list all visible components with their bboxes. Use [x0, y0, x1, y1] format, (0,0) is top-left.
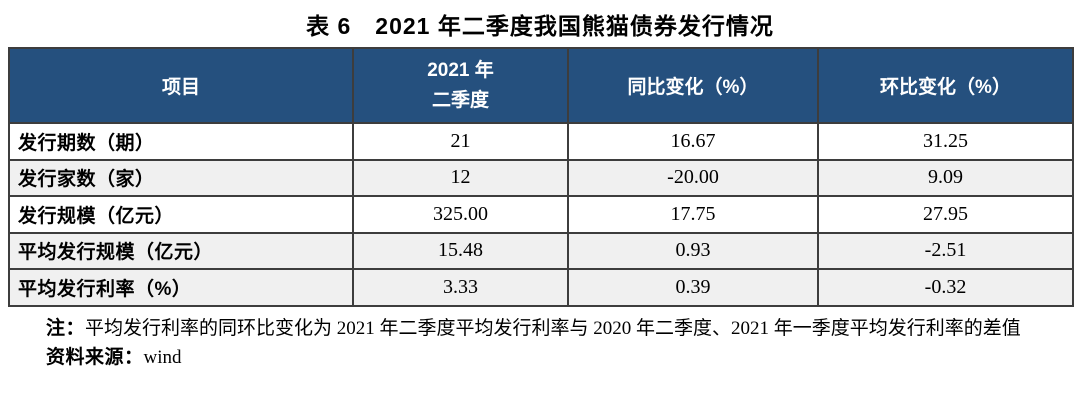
- header-item: 项目: [8, 47, 354, 124]
- source-label: 资料来源：: [46, 346, 144, 368]
- row-value: 325.00: [352, 195, 569, 234]
- table-title: 表 6 2021 年二季度我国熊猫债券发行情况: [306, 13, 774, 39]
- row-label: 平均发行规模（亿元）: [8, 231, 354, 270]
- row-value: 0.93: [567, 231, 819, 270]
- note-label: 注：: [46, 317, 86, 339]
- header-2021-q2-line1: 2021 年: [427, 60, 494, 82]
- source-text: wind: [143, 346, 182, 368]
- row-value: 3.33: [352, 268, 569, 307]
- row-value: 15.48: [352, 231, 569, 270]
- row-value: 0.39: [567, 268, 819, 307]
- note-text: 平均发行利率的同环比变化为 2021 年二季度平均发行利率与 2020 年二季度…: [85, 317, 1021, 339]
- table-row: 发行期数（期） 21 16.67 31.25: [8, 122, 1074, 161]
- report-page: 表 6 2021 年二季度我国熊猫债券发行情况 项目 2021 年 二季度 同比…: [0, 7, 1080, 406]
- header-qoq-change: 环比变化（%）: [817, 47, 1074, 124]
- row-value: 27.95: [817, 195, 1074, 234]
- row-label: 发行期数（期）: [8, 122, 354, 161]
- table-row: 发行家数（家） 12 -20.00 9.09: [8, 158, 1074, 197]
- row-value: -2.51: [817, 231, 1074, 270]
- table-row: 发行规模（亿元） 325.00 17.75 27.95: [8, 195, 1074, 234]
- table-row: 平均发行利率（%） 3.33 0.39 -0.32: [8, 268, 1074, 307]
- row-value: -0.32: [817, 268, 1074, 307]
- panda-bond-table: 项目 2021 年 二季度 同比变化（%） 环比变化（%） 发行期数（期） 21 1…: [8, 47, 1074, 307]
- row-value: -20.00: [567, 158, 819, 197]
- header-2021-q2: 2021 年 二季度: [352, 47, 569, 124]
- header-row: 项目 2021 年 二季度 同比变化（%） 环比变化（%）: [8, 47, 1074, 124]
- row-value: 17.75: [567, 195, 819, 234]
- table-note: 注：平均发行利率的同环比变化为 2021 年二季度平均发行利率与 2020 年二…: [2, 316, 1076, 342]
- row-value: 31.25: [817, 122, 1074, 161]
- table-row: 平均发行规模（亿元） 15.48 0.93 -2.51: [8, 231, 1074, 270]
- row-label: 发行规模（亿元）: [8, 195, 354, 234]
- table-body: 发行期数（期） 21 16.67 31.25 发行家数（家） 12 -20.00 9.09 发行…: [8, 122, 1074, 307]
- row-value: 12: [352, 158, 569, 197]
- row-label: 发行家数（家）: [8, 158, 354, 197]
- row-label: 平均发行利率（%）: [8, 268, 354, 307]
- row-value: 9.09: [817, 158, 1074, 197]
- header-2021-q2-line2: 二季度: [431, 89, 489, 111]
- data-source: 资料来源：wind: [2, 345, 1078, 371]
- header-yoy-change: 同比变化（%）: [567, 47, 819, 124]
- row-value: 16.67: [567, 122, 819, 161]
- row-value: 21: [352, 122, 569, 161]
